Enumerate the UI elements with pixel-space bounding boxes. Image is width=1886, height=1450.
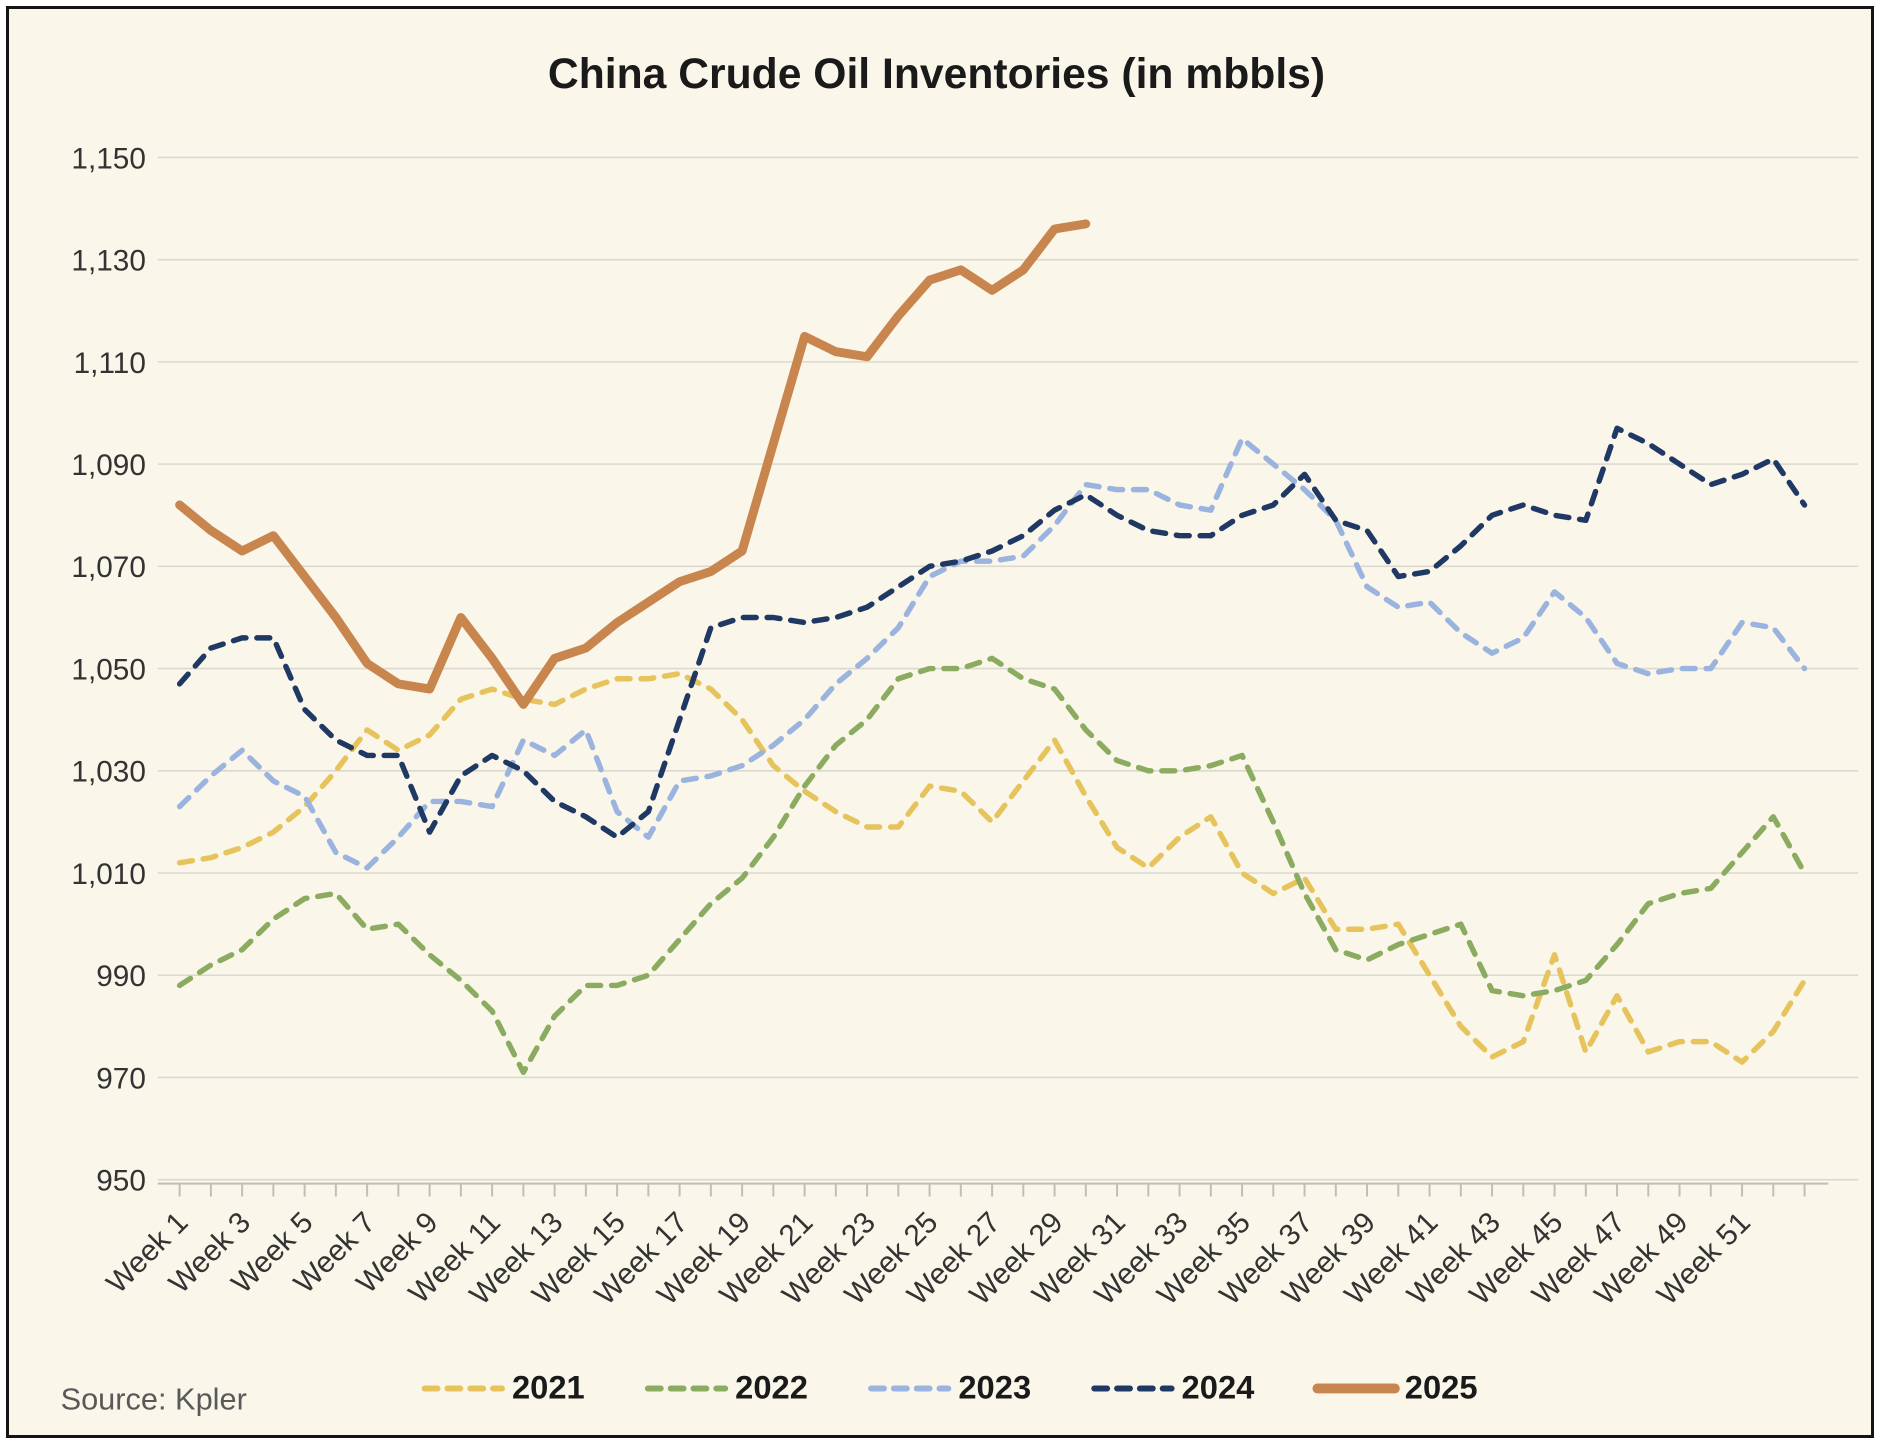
y-tick-label: 1,090 [71,449,145,482]
line-2022 [176,655,1808,1076]
y-tick-label: 990 [96,960,146,993]
legend: 2021 2022 2023 2024 2025 [421,1368,1478,1405]
y-tick-label: 1,010 [71,858,145,891]
y-tick-label: 1,150 [71,142,145,175]
line-2023 [176,435,1808,871]
legend-label-2022: 2022 [735,1368,808,1405]
source-label: Source: Kpler [61,1381,247,1416]
legend-item-2021: 2021 [421,1368,585,1405]
y-tick-label: 970 [96,1062,146,1095]
y-tick-label: 1,050 [71,653,145,686]
y-tick-label: 1,130 [71,245,145,278]
legend-label-2023: 2023 [958,1368,1031,1405]
inventory-line-chart: China Crude Oil Inventories (in mbbls) 9… [61,50,1859,1416]
y-tick-label: 1,070 [71,551,145,584]
legend-item-2022: 2022 [644,1368,808,1405]
legend-item-2024: 2024 [1091,1368,1255,1405]
chart-frame: China Crude Oil Inventories (in mbbls) 9… [6,6,1874,1438]
legend-label-2024: 2024 [1182,1368,1255,1405]
y-tick-label: 1,030 [71,756,145,789]
legend-label-2025: 2025 [1405,1368,1478,1405]
series-lines [175,219,1808,1076]
chart-title: China Crude Oil Inventories (in mbbls) [548,50,1325,98]
y-tick-label: 950 [96,1165,146,1198]
legend-label-2021: 2021 [512,1368,585,1405]
line-2024 [176,425,1808,840]
line-2021 [176,670,1808,1065]
y-axis: 950 970 990 1,010 1,030 1,050 1,070 1,090 1,110 1… [71,142,145,1197]
line-2025 [175,219,1091,709]
legend-item-2025: 2025 [1312,1368,1478,1405]
y-tick-label: 1,110 [74,347,146,380]
legend-item-2023: 2023 [868,1368,1031,1405]
